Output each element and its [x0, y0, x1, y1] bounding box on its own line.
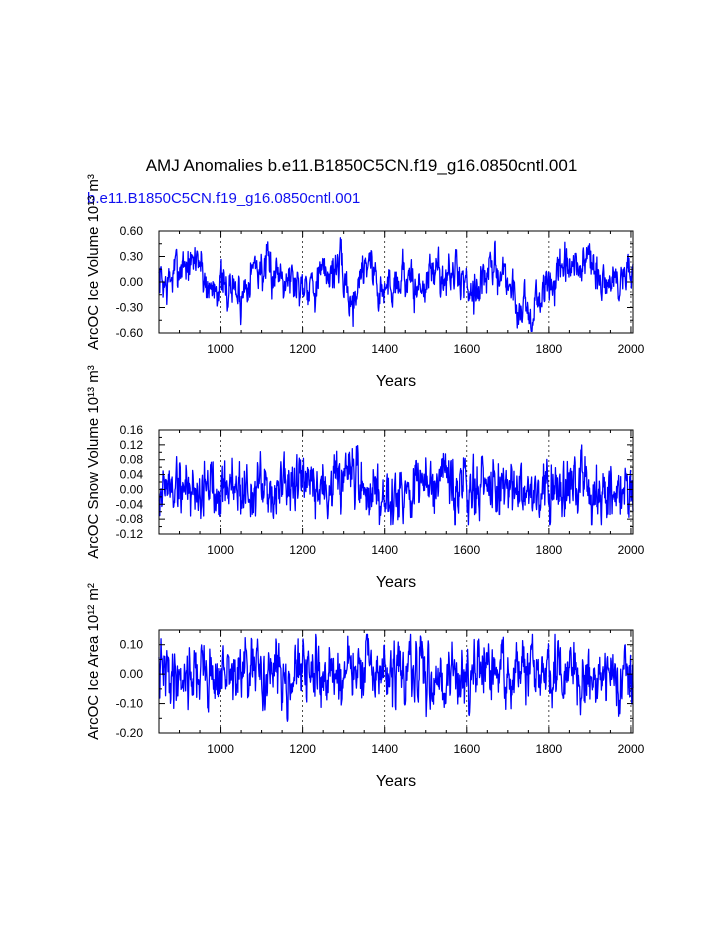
y-tick-label: 0.00 [120, 667, 144, 681]
x-tick-label: 1000 [207, 742, 234, 756]
x-tick-label: 1400 [371, 742, 398, 756]
x-tick-label: 2000 [618, 342, 645, 356]
x-tick-label: 2000 [618, 543, 645, 557]
y-axis-label: ArcOC Ice Area 10¹² m² [85, 583, 102, 740]
y-axis-label: ArcOC Snow Volume 10¹³ m³ [85, 365, 102, 558]
x-axis-label: Years [376, 574, 416, 591]
y-tick-label: 0.12 [120, 438, 144, 452]
x-tick-label: 1200 [289, 342, 316, 356]
plot-frame [158, 629, 634, 734]
x-tick-label: 1600 [453, 342, 480, 356]
x-tick-label: 1000 [207, 342, 234, 356]
x-tick-label: 1800 [536, 342, 563, 356]
x-tick-label: 1600 [453, 742, 480, 756]
y-axis-label: ArcOC Ice Volume 10¹³ m³ [85, 174, 102, 350]
y-tick-label: -0.12 [116, 527, 144, 541]
y-tick-label: 0.16 [120, 423, 144, 437]
x-tick-label: 1800 [536, 543, 563, 557]
y-tick-label: 0.60 [120, 224, 144, 238]
y-tick-label: -0.30 [116, 301, 144, 315]
y-tick-label: -0.20 [116, 726, 144, 740]
x-tick-label: 1200 [289, 742, 316, 756]
y-tick-label: -0.04 [116, 497, 144, 511]
x-tick-label: 1400 [371, 342, 398, 356]
y-tick-label: -0.10 [116, 697, 144, 711]
x-tick-label: 1600 [453, 543, 480, 557]
y-tick-label: 0.10 [120, 638, 144, 652]
x-axis-label: Years [376, 373, 416, 390]
panel-snow-volume: 1000 1200 1400 1600 1800 2000-0.12-0.08-0.040… [85, 365, 645, 591]
y-tick-label: 0.08 [120, 453, 144, 467]
y-tick-label: 0.00 [120, 275, 144, 289]
y-tick-label: 0.30 [120, 250, 144, 264]
x-tick-label: 2000 [618, 742, 645, 756]
case-subtitle: b.e11.B1850C5CN.f19_g16.0850cntl.001 [87, 190, 361, 207]
chart-title: AMJ Anomalies b.e11.B1850C5CN.f19_g16.08… [145, 156, 578, 175]
x-tick-label: 1000 [207, 543, 234, 557]
x-tick-label: 1800 [536, 742, 563, 756]
panel-ice-area: 1000 1200 1400 1600 1800 2000 -0.20 -0.10 0.00 0.… [85, 583, 645, 790]
x-tick-label: 1400 [371, 543, 398, 557]
x-tick-label: 1200 [289, 543, 316, 557]
x-axis-label: Years [376, 773, 416, 790]
series-line-snow-volume [158, 444, 634, 526]
y-tick-label: 0.04 [120, 468, 144, 482]
y-tick-label: -0.08 [116, 512, 144, 526]
series-line-ice-area [158, 633, 634, 722]
series-line-ice-volume [158, 237, 634, 332]
y-tick-label: 0.00 [120, 482, 144, 496]
y-tick-label: -0.60 [116, 326, 144, 340]
panel-ice-volume: 1000 1200 1400 1600 1800 2000 -0.60 -0.30 0.00 0.… [85, 174, 645, 390]
